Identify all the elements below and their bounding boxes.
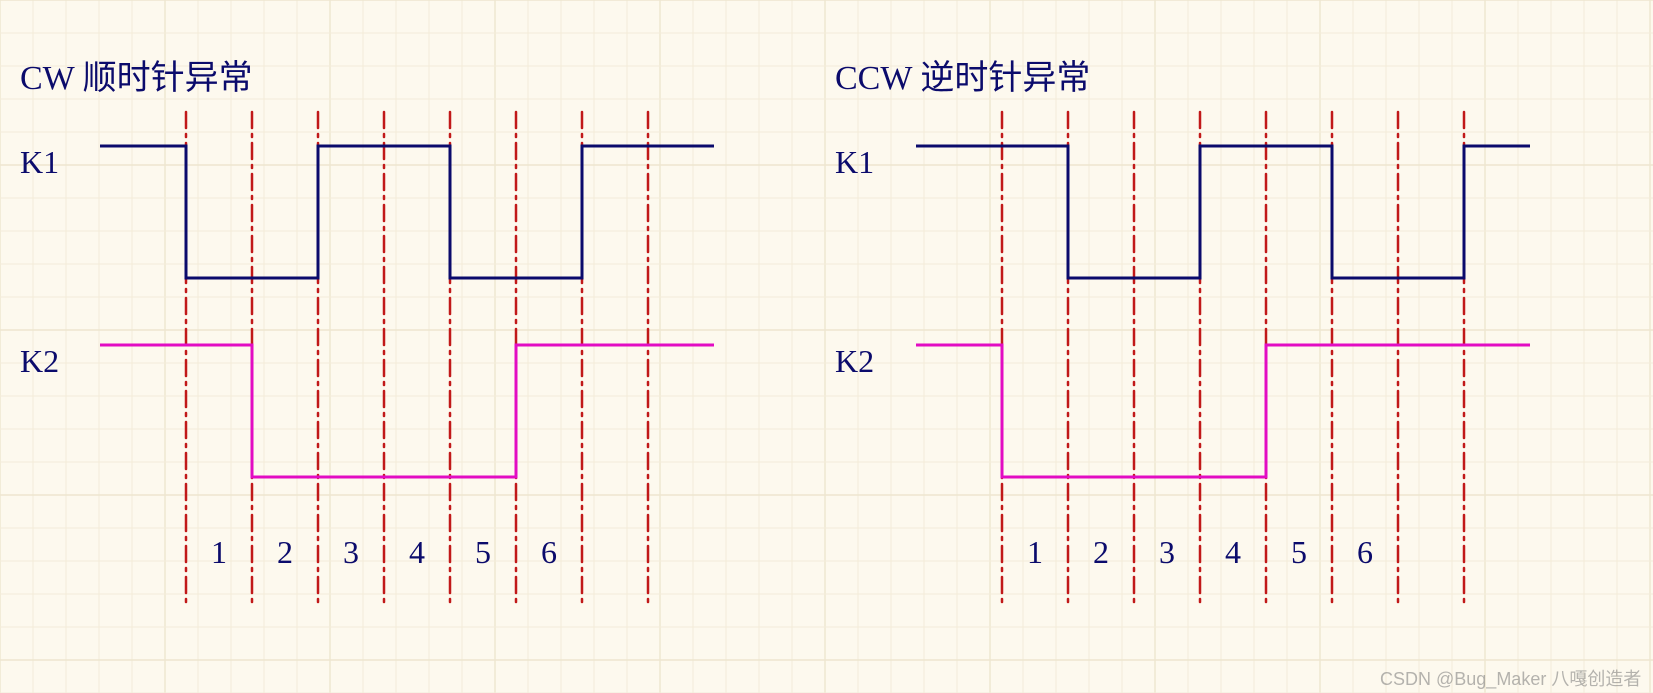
left-tick-1: 1 (211, 534, 227, 571)
right-k2-label: K2 (835, 343, 874, 380)
right-tick-4: 4 (1225, 534, 1241, 571)
left-k1-waveform (100, 146, 714, 278)
right-tick-2: 2 (1093, 534, 1109, 571)
left-tick-3: 3 (343, 534, 359, 571)
right-tick-6: 6 (1357, 534, 1373, 571)
left-title: CW 顺时针异常 (20, 50, 253, 99)
watermark: CSDN @Bug_Maker 八嘎创造者 (1380, 665, 1641, 691)
right-tick-1: 1 (1027, 534, 1043, 571)
left-tick-6: 6 (541, 534, 557, 571)
right-k1-label: K1 (835, 144, 874, 181)
right-title: CCW 逆时针异常 (835, 50, 1090, 99)
left-k1-label: K1 (20, 144, 59, 181)
right-tick-3: 3 (1159, 534, 1175, 571)
left-k2-label: K2 (20, 343, 59, 380)
right-tick-5: 5 (1291, 534, 1307, 571)
left-tick-5: 5 (475, 534, 491, 571)
left-tick-4: 4 (409, 534, 425, 571)
right-k1-waveform (916, 146, 1530, 278)
left-k2-waveform (100, 345, 714, 477)
right-k2-waveform (916, 345, 1530, 477)
left-tick-2: 2 (277, 534, 293, 571)
